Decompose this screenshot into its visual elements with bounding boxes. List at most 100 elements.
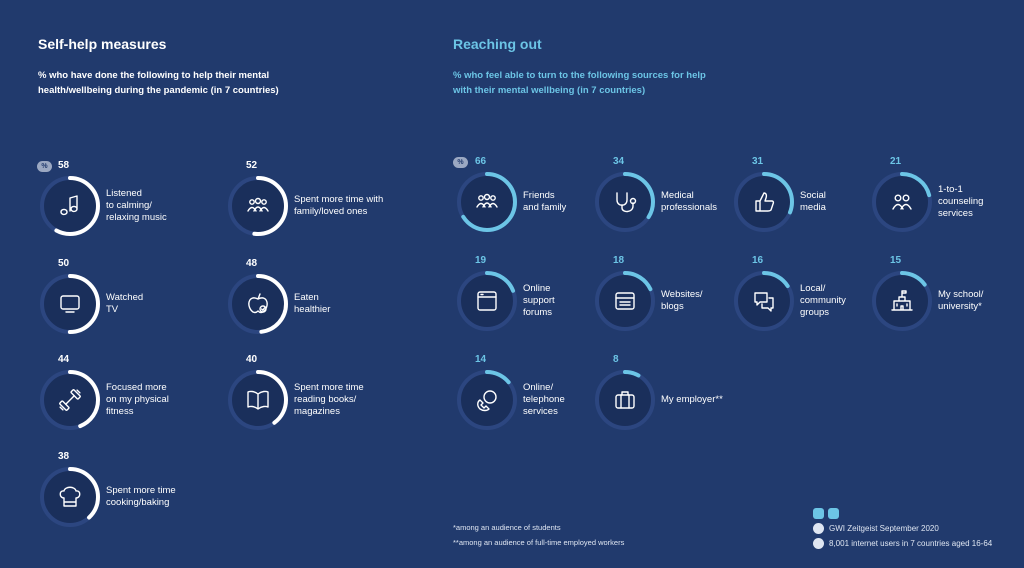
category-label-line: relaxing music [106,212,167,223]
chat-bubbles-icon [754,292,774,312]
two-people-icon [892,194,912,210]
category-label: Friends and family [523,190,566,214]
source-logos [813,508,839,519]
footnote-students: *among an audience of students [453,523,561,532]
value-label: 19 [475,255,487,266]
category-label: Focused more on my physical fitness [106,382,169,418]
users-icon [813,538,824,549]
progress-ring [734,271,794,331]
value-label: 34 [613,156,625,167]
value-arc [872,271,932,331]
value-label: 8 [613,354,619,365]
category-label: Medical professionals [661,190,717,214]
category-label-line: Websites/ [661,289,703,300]
people-icon [476,193,498,208]
category-label: Social media [800,190,826,214]
source-survey: GWI Zeitgeist September 2020 [829,524,939,533]
category-label: Online support forums [523,283,555,319]
category-label-line: TV [106,304,119,315]
value-arc [228,274,288,334]
category-label-line: Eaten [294,292,319,303]
category-label-line: Online [523,283,551,294]
category-label-line: fitness [106,406,134,417]
category-label-line: Focused more [106,382,167,393]
percent-badge-left: % [37,161,52,172]
category-label-line: on my physical [106,394,169,405]
category-label: Online/telephone services [523,382,565,418]
value-label: 38 [58,451,70,462]
value-label: 16 [752,255,764,266]
category-label: Spent more time reading books/magazines [294,382,364,418]
category-label-line: healthier [294,304,331,315]
category-label-line: Watched [106,292,144,303]
category-label-line: cooking/baking [106,497,170,508]
value-arc [40,176,100,236]
value-label: 66 [475,156,487,167]
progress-ring [872,172,932,232]
category-label-line: magazines [294,406,340,417]
value-arc [595,172,655,232]
category-label-line: Spent more time [294,382,364,393]
category-label: Spent more time with family/loved ones [294,194,383,218]
category-label-line: Spent more time with [294,194,384,205]
progress-ring [872,271,932,331]
progress-ring [40,176,100,236]
source-sample: 8,001 internet users in 7 countries aged… [829,539,993,548]
category-label-line: 1-to-1 [938,184,963,195]
category-label-line: Medical [661,190,694,201]
apple-icon [248,293,268,314]
value-label: 50 [58,258,70,269]
category-label-line: services [523,406,558,417]
value-arc [872,172,932,232]
progress-ring [457,271,517,331]
category-label: Websites/blogs [661,289,703,313]
value-label: 48 [246,258,258,269]
value-label: 14 [475,354,487,365]
progress-ring [595,172,655,232]
value-label: 31 [752,156,764,167]
website-icon [615,292,635,310]
category-label-line: Social [800,190,826,201]
category-label-line: Friends [523,190,555,201]
category-label-line: university* [938,301,982,312]
category-label: My employer** [661,394,723,406]
progress-ring [595,271,655,331]
category-label-line: counseling [938,196,984,207]
category-label: Eaten healthier [294,292,330,316]
value-arc [457,271,517,331]
source-sample-row: 8,001 internet users in 7 countries aged… [813,538,992,549]
footnote-employed: **among an audience of full-time employe… [453,538,625,547]
value-label: 44 [58,354,70,365]
left-panel-subtitle: % who have done the following to help th… [38,70,279,96]
family-icon [247,197,269,212]
value-arc [595,370,655,430]
category-label-line: My school/ [938,289,984,300]
category-label: Listened to calming/relaxing music [106,188,167,224]
value-arc [457,172,517,232]
dumbbell-icon [59,389,81,411]
browser-window-icon [477,291,497,311]
category-label: My school/university* [938,289,983,313]
stethoscope-icon [616,192,637,213]
category-label-line: media [800,202,826,213]
category-label: Spent more time cooking/baking [106,485,176,509]
school-icon [891,290,913,311]
briefcase-icon [615,391,635,409]
value-label: 40 [246,354,258,365]
right-panel-subtitle: % who feel able to turn to the following… [453,70,706,96]
category-label-line: family/loved ones [294,206,368,217]
progress-ring [40,370,100,430]
value-arc [595,271,655,331]
book-icon [247,390,269,410]
right-panel-title: Reaching out [453,36,542,52]
category-label-line: reading books/ [294,394,357,405]
progress-ring [40,467,100,527]
progress-ring [228,370,288,430]
category-label-line: to calming/ [106,200,152,211]
value-label: 52 [246,160,258,171]
progress-ring [734,172,794,232]
category-label-line: Spent more time [106,485,176,496]
stats-logo-icon [813,508,824,519]
value-arc [40,274,100,334]
category-label-line: blogs [661,301,684,312]
